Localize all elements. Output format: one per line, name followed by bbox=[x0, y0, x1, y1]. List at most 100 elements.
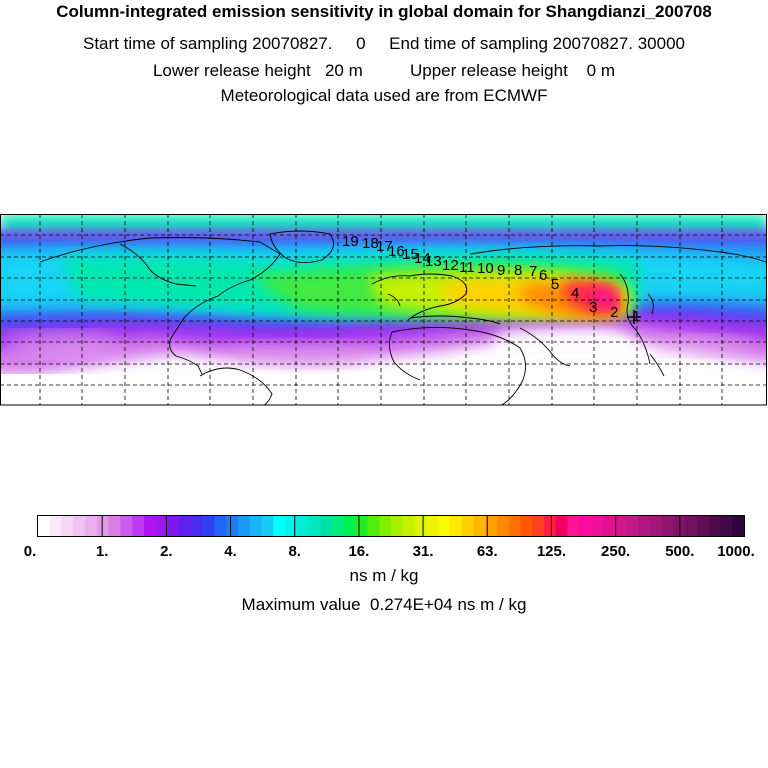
colorbar-swatch bbox=[567, 516, 580, 536]
colorbar-swatch bbox=[120, 516, 133, 536]
map-border bbox=[0, 214, 767, 406]
colorbar-swatch bbox=[543, 516, 557, 536]
colorbar-swatch bbox=[532, 516, 545, 536]
colorbar-swatch bbox=[96, 516, 110, 536]
colorbar-unit-label: ns m / kg bbox=[349, 566, 419, 585]
colorbar-swatch bbox=[649, 516, 663, 536]
colorbar-swatch bbox=[273, 516, 286, 536]
colorbar-swatch bbox=[261, 516, 274, 536]
colorbar-tick-label: 63. bbox=[477, 543, 498, 560]
maximum-value-line: Maximum value 0.274E+04 ns m / kg bbox=[241, 595, 527, 614]
colorbar-swatch bbox=[626, 516, 639, 536]
trajectory-label: 1 bbox=[632, 308, 640, 325]
trajectory-label: 7 bbox=[529, 263, 537, 280]
colorbar-swatch bbox=[696, 516, 710, 536]
colorbar-swatch bbox=[426, 516, 439, 536]
colorbar-swatch bbox=[391, 516, 404, 536]
trajectory-label: 17 bbox=[376, 238, 393, 255]
trajectory-label: 6 bbox=[539, 267, 547, 284]
colorbar-tick-label: 4. bbox=[224, 543, 237, 560]
trajectory-label: 14 bbox=[414, 250, 431, 267]
colorbar-swatch bbox=[602, 516, 616, 536]
colorbar-swatch bbox=[202, 516, 215, 536]
colorbar-swatch bbox=[320, 516, 333, 536]
colorbar-swatch bbox=[179, 516, 192, 536]
colorbar-swatch bbox=[473, 516, 486, 536]
colorbar-tick-label: 8. bbox=[288, 543, 301, 560]
colorbar-swatch bbox=[685, 516, 698, 536]
trajectory-label: 3 bbox=[589, 299, 597, 316]
receptor-marker bbox=[627, 310, 641, 324]
colorbar-swatch bbox=[167, 516, 180, 536]
colorbar-swatch bbox=[61, 516, 74, 536]
colorbar-tick-label: 250. bbox=[601, 543, 630, 560]
plot-title: Column-integrated emission sensitivity i… bbox=[56, 2, 712, 21]
colorbar-swatch bbox=[308, 516, 321, 536]
colorbar-swatches bbox=[38, 516, 745, 536]
trajectory-label: 16 bbox=[388, 243, 405, 260]
colorbar-swatch bbox=[49, 516, 63, 536]
colorbar-swatch bbox=[343, 516, 357, 536]
trajectory-label: 18 bbox=[362, 235, 379, 252]
colorbar-swatch bbox=[520, 516, 533, 536]
colorbar-swatch bbox=[132, 516, 145, 536]
trajectory-label: 13 bbox=[425, 253, 442, 270]
colorbar-swatch bbox=[449, 516, 463, 536]
colorbar-swatch bbox=[332, 516, 345, 536]
colorbar-swatch bbox=[720, 516, 733, 536]
colorbar-dividers bbox=[101, 516, 681, 536]
graticule bbox=[0, 214, 766, 405]
colorbar-swatch bbox=[214, 516, 227, 536]
colorbar-tick-label: 125. bbox=[537, 543, 566, 560]
trajectory-label: 12 bbox=[442, 257, 459, 274]
colorbar-swatch bbox=[296, 516, 310, 536]
colorbar-swatch bbox=[508, 516, 521, 536]
colorbar-tick-label: 31. bbox=[413, 543, 434, 560]
colorbar-swatch bbox=[414, 516, 427, 536]
colorbar-swatch bbox=[355, 516, 368, 536]
colorbar-swatch bbox=[638, 516, 651, 536]
colorbar-swatch bbox=[591, 516, 604, 536]
meteorological-data-line: Meteorological data used are from ECMWF bbox=[220, 86, 548, 105]
trajectory-label: 15 bbox=[402, 246, 419, 263]
sensitivity-field bbox=[0, 214, 766, 405]
release-height-line: Lower release height 20 m Upper release … bbox=[152, 61, 616, 80]
colorbar-tick-label: 500. bbox=[665, 543, 694, 560]
colorbar-swatch bbox=[614, 516, 627, 536]
colorbar-swatch bbox=[143, 516, 157, 536]
colorbar-swatch bbox=[708, 516, 721, 536]
colorbar-tick-label: 2. bbox=[160, 543, 173, 560]
colorbar-swatch bbox=[73, 516, 86, 536]
sampling-time-line: Start time of sampling 20070827. 0 End t… bbox=[83, 34, 685, 53]
colorbar-swatch bbox=[226, 516, 239, 536]
trajectory-label: 10 bbox=[477, 260, 494, 277]
trajectory-label: 19 bbox=[342, 233, 359, 250]
coastlines bbox=[39, 230, 766, 405]
colorbar-tick-label: 0. bbox=[24, 543, 37, 560]
colorbar-swatch bbox=[249, 516, 263, 536]
colorbar-swatch bbox=[285, 516, 298, 536]
colorbar-swatch bbox=[555, 516, 568, 536]
colorbar-swatch bbox=[496, 516, 510, 536]
colorbar-tick-label: 16. bbox=[348, 543, 369, 560]
trajectory-label: 8 bbox=[514, 262, 522, 279]
colorbar-tick-labels: 0. 1. 2. 4. 8. 16. 31. 63. 125. 250. 500. 1000. bbox=[24, 543, 755, 560]
colorbar-swatch bbox=[190, 516, 204, 536]
colorbar-swatch bbox=[367, 516, 380, 536]
colorbar-swatch bbox=[661, 516, 674, 536]
trajectory-label: 4 bbox=[571, 285, 579, 302]
trajectory-label: 9 bbox=[497, 262, 505, 279]
colorbar-swatch bbox=[238, 516, 251, 536]
colorbar-swatch bbox=[732, 516, 745, 536]
colorbar-swatch bbox=[85, 516, 98, 536]
trajectory-label: 5 bbox=[551, 276, 559, 293]
colorbar-swatch bbox=[402, 516, 416, 536]
colorbar-swatch bbox=[38, 516, 51, 536]
trajectory-label: 11 bbox=[459, 259, 475, 276]
colorbar-tick-label: 1. bbox=[96, 543, 109, 560]
colorbar-swatch bbox=[379, 516, 392, 536]
colorbar-swatch bbox=[438, 516, 451, 536]
colorbar-swatch bbox=[579, 516, 592, 536]
colorbar-swatch bbox=[485, 516, 498, 536]
colorbar: 0. 1. 2. 4. 8. 16. 31. 63. 125. 250. 500. 1000. bbox=[24, 515, 755, 560]
